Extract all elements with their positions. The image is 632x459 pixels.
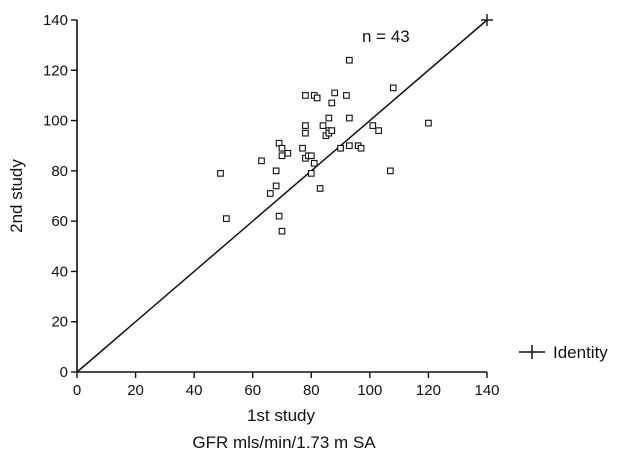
x-tick-label: 0 (73, 382, 81, 399)
data-point (299, 144, 306, 152)
data-point (278, 227, 286, 235)
legend-label: Identity (553, 343, 608, 362)
x-tick-label: 140 (474, 382, 499, 399)
data-point (307, 170, 315, 177)
y-tick-label: 0 (60, 364, 68, 381)
data-point (346, 56, 353, 64)
y-tick-label: 120 (43, 62, 68, 79)
y-tick-label: 40 (51, 263, 68, 280)
data-point (319, 122, 327, 129)
data-point (316, 185, 324, 192)
data-point (331, 89, 339, 97)
ticks: 0 20 40 60 80 100 120 140 0 20 40 60 80 100 120 140 (43, 12, 500, 399)
data-point (266, 190, 274, 197)
y-tick-label: 100 (43, 113, 68, 130)
data-point (375, 127, 382, 134)
data-point (217, 170, 224, 177)
x-tick-label: 120 (416, 382, 441, 399)
data-point (328, 127, 336, 134)
data-point (343, 92, 350, 99)
identity-line-group (76, 14, 493, 373)
y-axis-title: 2nd study (7, 159, 26, 233)
data-point (302, 129, 309, 137)
x-tick-label: 80 (303, 382, 320, 399)
sample-size-annotation: n = 43 (362, 27, 410, 46)
data-point (302, 92, 309, 99)
axes (76, 20, 487, 373)
x-axis-title: 1st study (247, 406, 316, 425)
data-points (217, 56, 432, 235)
data-point (223, 215, 230, 222)
x-tick-label: 60 (244, 382, 261, 399)
data-point (337, 144, 344, 152)
data-point (310, 159, 318, 167)
data-point (272, 167, 280, 175)
x-axis-units: GFR mls/min/1.73 m SA (192, 433, 376, 452)
x-tick-label: 20 (127, 382, 144, 399)
data-point (278, 144, 286, 152)
data-point (369, 122, 377, 129)
data-point (387, 167, 394, 175)
data-point (328, 99, 336, 107)
x-tick-label: 100 (357, 382, 382, 399)
data-point (284, 149, 292, 157)
data-point (307, 152, 315, 160)
data-point (302, 122, 309, 129)
data-point (425, 119, 432, 127)
y-tick-label: 140 (43, 12, 68, 29)
data-point (325, 114, 333, 122)
data-point (357, 144, 365, 152)
y-tick-label: 80 (51, 163, 68, 180)
y-tick-label: 60 (51, 213, 68, 230)
data-point (272, 182, 280, 190)
data-point (258, 157, 265, 165)
legend: Identity (519, 343, 608, 362)
data-point (346, 114, 353, 122)
data-point (275, 212, 283, 220)
x-tick-label: 40 (186, 382, 203, 399)
identity-line (76, 19, 488, 373)
data-point (389, 84, 397, 92)
data-point (313, 94, 321, 102)
data-point (346, 142, 353, 150)
y-tick-label: 20 (51, 314, 68, 331)
data-point (278, 152, 286, 160)
